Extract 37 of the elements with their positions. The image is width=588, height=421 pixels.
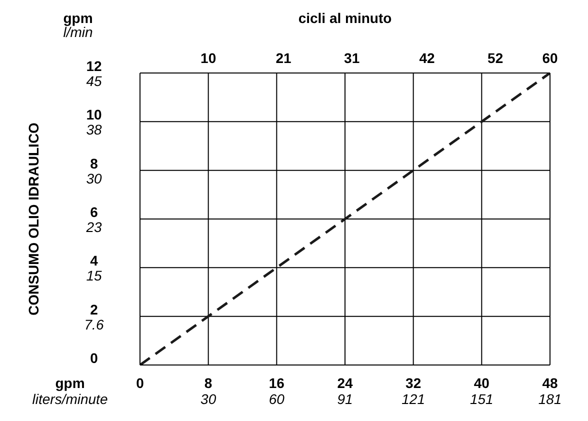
text: 30 [200,391,216,407]
y2-tick-label: 38 [86,122,102,138]
y2-tick-label: 7.6 [84,316,104,332]
y-tick-label: 12 [86,58,102,74]
y-tick-label: 6 [90,204,98,220]
y-tick-label: 4 [90,252,98,269]
x2-tick-label: 31 [344,50,360,66]
text: gpm [63,10,93,26]
text: 181 [538,391,562,407]
x-tick-label: 16 [268,375,285,391]
x-tick-label: 8 [204,375,212,391]
x2-tick-label: 60 [542,50,558,66]
x2-tick-label: 21 [276,50,292,66]
y-tick-label: 10 [86,106,102,123]
y-tick-label: 0 [90,350,98,366]
x-tick-label: 0 [136,375,144,391]
text: 151 [470,391,494,407]
x-tick-label: 32 [406,375,422,391]
x2-axis-title: cicli al minuto [298,10,392,26]
y2-tick-label: 45 [86,73,102,89]
y2-tick-label: 23 [85,219,102,235]
x-axis-title: gpm [55,375,85,391]
x-tick-label: 48 [542,375,558,391]
y-tick-label: 2 [90,301,98,318]
x2-tick-label: 10 [200,50,216,66]
y2-tick-label: 30 [86,170,102,186]
text: liters/minute [32,391,108,407]
text: 121 [402,391,426,407]
y2-tick-label: 15 [86,268,102,284]
x-tick-label: 40 [474,375,490,391]
y-tick-label: 8 [90,155,98,172]
x2-tick-label: 52 [488,50,504,66]
x-tick-label: 24 [337,375,353,391]
text: 91 [337,391,353,407]
text: CONSUMO OLIO IDRAULICO [26,122,42,316]
text: 60 [268,391,285,407]
x2-tick-label: 42 [419,50,435,66]
